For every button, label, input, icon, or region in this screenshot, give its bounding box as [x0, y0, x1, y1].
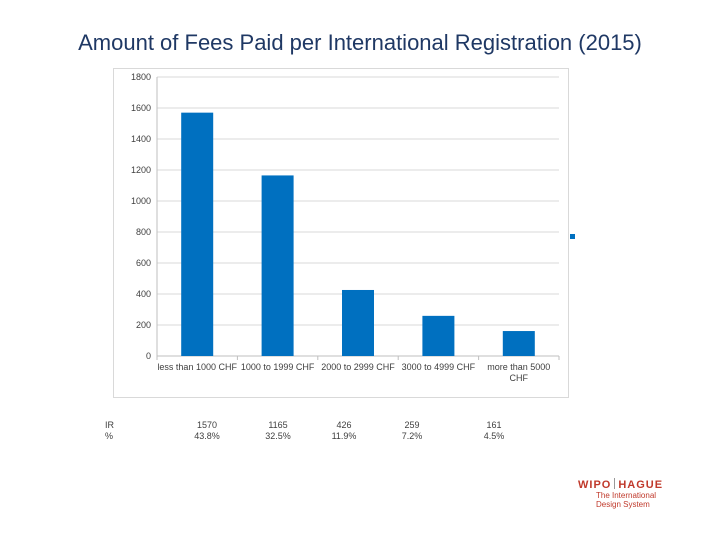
x-tick-label: less than 1000 CHF: [157, 362, 237, 372]
logo-divider: [614, 478, 616, 489]
y-tick-label: 800: [136, 227, 151, 237]
table-cell-pct: 43.8%: [194, 431, 220, 441]
chart-area: 0 200 400 600 800 1000 1200 1400 1600 1800 less th…: [113, 68, 569, 398]
table-cell-ir: 426: [336, 420, 352, 430]
y-tick-label: 1200: [131, 165, 151, 175]
table-row-labels: IR %: [105, 420, 114, 442]
wipo-hague-logo: WIPO HAGUE The International Design Syste…: [578, 478, 663, 509]
table-cell-ir: 1165: [268, 420, 288, 430]
bar-chart: 0 200 400 600 800 1000 1200 1400 1600 1800 less th…: [131, 72, 560, 383]
bar: [261, 175, 294, 356]
logo-wipo: WIPO: [578, 479, 612, 491]
table-column: 1165 32.5%: [248, 420, 308, 442]
table-cell-ir: 161: [486, 420, 502, 430]
y-tick-label: 400: [136, 289, 151, 299]
table-cell-pct: 4.5%: [483, 431, 505, 441]
table-cell-ir: 259: [404, 420, 420, 430]
y-tick-label: 200: [136, 320, 151, 330]
x-tick-label: 3000 to 4999 CHF: [402, 362, 476, 372]
legend: [570, 231, 577, 241]
y-tick-label: 600: [136, 258, 151, 268]
chart-title: Amount of Fees Paid per International Re…: [78, 30, 642, 55]
table-cell-pct: 7.2%: [401, 431, 423, 441]
table-cell-pct: 32.5%: [265, 431, 291, 441]
y-tick-label: 0: [146, 351, 151, 361]
x-tick-label: more than 5000: [487, 362, 550, 372]
table-cell-pct: 11.9%: [331, 431, 357, 441]
bar: [502, 331, 535, 356]
bar: [422, 315, 455, 356]
y-tick-label: 1000: [131, 196, 151, 206]
legend-swatch: [570, 234, 575, 239]
y-tick-label: 1400: [131, 134, 151, 144]
bar: [181, 112, 214, 357]
x-tick-label: CHF: [510, 373, 529, 383]
bar: [342, 289, 374, 356]
table-column: 1570 43.8%: [177, 420, 237, 442]
row-label-pct: %: [105, 431, 114, 441]
x-tick-label: 2000 to 2999 CHF: [321, 362, 395, 372]
table-column: 426 11.9%: [314, 420, 374, 442]
table-cell-ir: 1570: [196, 420, 218, 430]
table-column: 259 7.2%: [382, 420, 442, 442]
x-tick-label: 1000 to 1999 CHF: [241, 362, 315, 372]
logo-hague: HAGUE: [618, 479, 664, 491]
logo-tagline-1: The International: [596, 491, 657, 500]
row-label-ir: IR: [105, 420, 114, 430]
y-tick-label: 1600: [131, 103, 151, 113]
y-tick-label: 1800: [131, 72, 151, 82]
logo-tagline-2: Design System: [596, 500, 650, 509]
table-column: 161 4.5%: [464, 420, 524, 442]
